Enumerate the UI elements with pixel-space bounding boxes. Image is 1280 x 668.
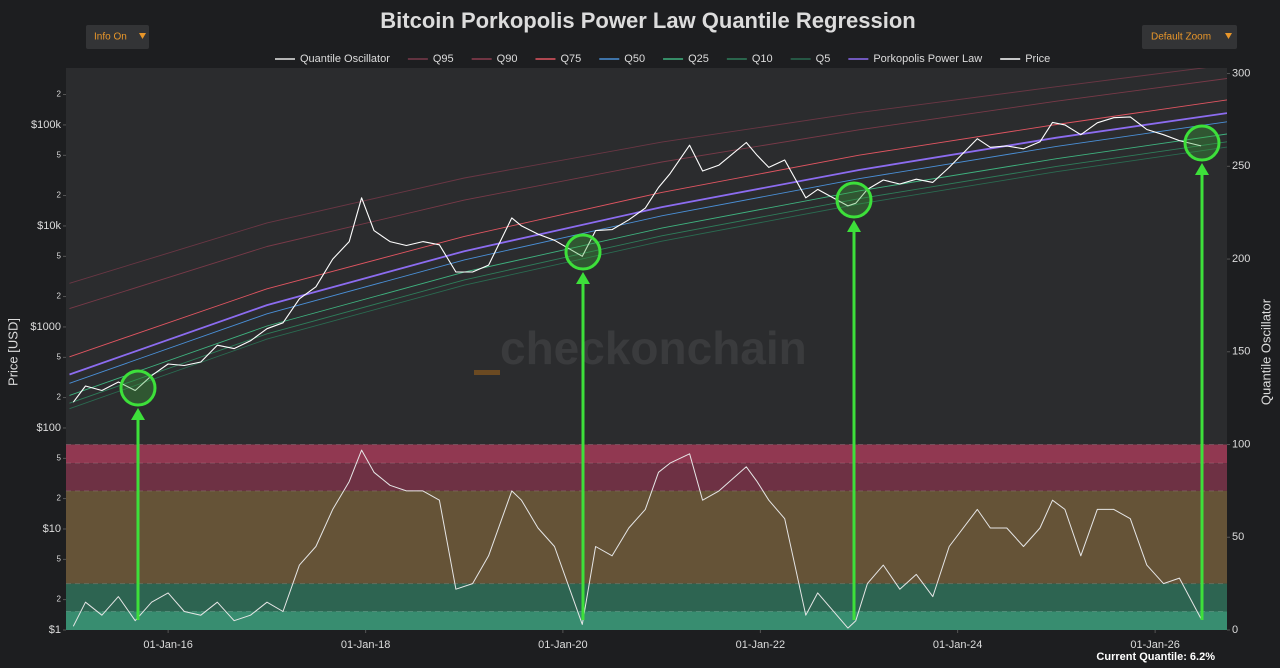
y-tick-label: $1	[49, 624, 61, 636]
arrow-head	[1195, 163, 1209, 175]
series-line	[69, 112, 1227, 376]
highlight-circle	[119, 369, 157, 407]
y2-tick-label: 100	[1232, 438, 1250, 450]
watermark-underscore	[474, 370, 500, 375]
y-tick-label: 2	[57, 191, 62, 200]
x-tick-label: 01-Jan-20	[538, 639, 588, 651]
legend-item: Q75	[535, 53, 581, 65]
x-tick-label: 01-Jan-16	[143, 639, 193, 651]
legend-item: Q25	[663, 53, 709, 65]
legend-label: Price	[1025, 53, 1050, 65]
y-tick-label: 2	[57, 595, 62, 604]
series-line	[69, 141, 1227, 404]
highlight-circle	[835, 181, 873, 219]
y-tick-label: 2	[57, 292, 62, 301]
y2-tick-label: 50	[1232, 531, 1244, 543]
y2-axis-label: Quantile Oscillator	[1258, 298, 1273, 405]
x-tick-label: 01-Jan-18	[341, 639, 391, 651]
y-tick-label: 2	[57, 393, 62, 402]
highlight-circle	[1183, 124, 1221, 162]
legend-item: Q10	[726, 53, 773, 65]
y2-tick-label: 150	[1232, 346, 1250, 358]
band	[66, 611, 1227, 630]
legend-label: Quantile Oscillator	[300, 53, 390, 65]
series-line	[69, 121, 1227, 384]
annotations	[119, 124, 1221, 620]
legend-label: Q5	[816, 53, 831, 65]
y-tick-label: 2	[57, 90, 62, 99]
y2-tick-label: 200	[1232, 253, 1250, 265]
zoom-button[interactable]: Default Zoom	[1142, 25, 1237, 49]
x-tick-label: 01-Jan-26	[1130, 639, 1180, 651]
current-quantile: Current Quantile: 6.2%	[1096, 651, 1215, 663]
series-line	[69, 146, 1227, 410]
legend-item: Q90	[471, 53, 518, 65]
plot-lines	[69, 68, 1227, 629]
legend-label: Q10	[752, 53, 773, 65]
y-tick-label: $10	[43, 523, 61, 535]
arrow-head	[576, 272, 590, 284]
chart-title: Bitcoin Porkopolis Power Law Quantile Re…	[380, 8, 915, 33]
y-tick-label: 5	[57, 150, 62, 159]
legend: Quantile Oscillator Q95 Q90 Q75 Q50 Q25 Q10 Q5 P…	[275, 53, 1050, 65]
y-tick-label: 5	[57, 555, 62, 564]
button-label: Default Zoom	[1151, 32, 1211, 43]
legend-item: Q50	[599, 53, 645, 65]
legend-item: Q95	[407, 53, 454, 65]
highlight-circle	[564, 233, 602, 271]
band	[66, 463, 1227, 491]
button-bg	[86, 25, 149, 49]
y-tick-label: $100	[37, 422, 61, 434]
arrow-head	[847, 220, 861, 232]
y2-tick-label: 300	[1232, 67, 1250, 79]
button-bg	[1142, 25, 1237, 49]
y-tick-label: $1000	[30, 321, 61, 333]
arrow-head	[131, 408, 145, 420]
y-axis-label: Price [USD]	[5, 318, 20, 386]
watermark: checkonchain	[500, 322, 807, 374]
info-button[interactable]: Info On	[86, 25, 149, 49]
dropdown-arrow	[139, 33, 146, 39]
legend-label: Q50	[624, 53, 645, 65]
legend-item: Quantile Oscillator	[275, 53, 390, 65]
x-tick-label: 01-Jan-24	[933, 639, 983, 651]
legend-label: Q95	[433, 53, 454, 65]
y-tick-label: 2	[57, 494, 62, 503]
legend-item: Porkopolis Power Law	[848, 53, 982, 65]
series-line	[69, 99, 1227, 358]
y-tick-label: 5	[57, 453, 62, 462]
y-tick-label: 5	[57, 251, 62, 260]
series-line	[69, 133, 1227, 396]
legend-item: Q5	[790, 53, 831, 65]
y-tick-label: 5	[57, 352, 62, 361]
legend-item: Price	[1000, 53, 1050, 65]
dropdown-arrow	[1225, 33, 1232, 39]
legend-label: Q90	[497, 53, 518, 65]
series-line	[69, 68, 1207, 284]
legend-label: Q75	[560, 53, 581, 65]
series-line	[72, 116, 1202, 403]
legend-label: Q25	[688, 53, 709, 65]
oscillator-bands	[66, 444, 1227, 630]
y-tick-label: $10k	[37, 220, 61, 232]
x-tick-label: 01-Jan-22	[736, 639, 786, 651]
button-label: Info On	[94, 32, 127, 43]
series-line	[69, 78, 1227, 310]
y2-tick-label: 0	[1232, 624, 1238, 636]
band	[66, 444, 1227, 464]
legend-label: Porkopolis Power Law	[873, 53, 982, 65]
band	[66, 583, 1227, 612]
series-line	[72, 449, 1202, 629]
y2-tick-label: 250	[1232, 160, 1250, 172]
y-tick-label: $100k	[31, 119, 61, 131]
